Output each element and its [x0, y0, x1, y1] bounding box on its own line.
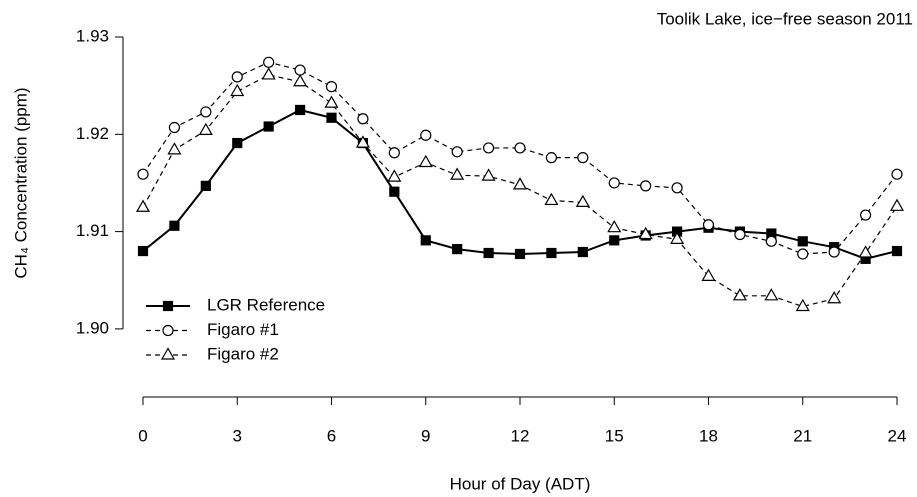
data-point: [859, 209, 872, 221]
data-point: [200, 180, 211, 191]
data-point: [640, 180, 652, 192]
x-tick-label: 0: [138, 426, 147, 445]
data-point: [702, 219, 715, 231]
data-point: [797, 236, 808, 247]
data-point: [418, 154, 433, 168]
data-point: [483, 247, 494, 259]
data-point: [701, 268, 716, 281]
data-point: [891, 168, 903, 180]
data-point: [263, 121, 274, 132]
x-axis-label: Hour of Day (ADT): [450, 474, 591, 493]
data-point: [326, 112, 337, 123]
x-tick-label: 18: [699, 426, 718, 445]
data-point: [231, 71, 243, 83]
data-point: [294, 64, 306, 76]
data-point: [230, 83, 245, 97]
data-point: [577, 152, 589, 164]
data-point: [263, 56, 275, 68]
data-point: [325, 81, 338, 93]
data-point: [261, 67, 276, 80]
y-tick-label: 1.93: [76, 26, 109, 45]
annotation: Toolik Lake, ice−free season 2011: [657, 9, 913, 28]
x-tick-label: 21: [793, 426, 812, 445]
y-axis-label: CH₄ Concentration (ppm): [11, 87, 30, 278]
data-point: [575, 194, 590, 208]
data-point: [514, 248, 526, 260]
data-point: [137, 245, 149, 257]
data-point: [609, 235, 620, 246]
data-point: [388, 147, 400, 159]
data-point: [200, 106, 212, 118]
data-point: [514, 142, 526, 154]
data-point: [671, 182, 683, 194]
data-point: [764, 288, 779, 301]
data-point: [638, 226, 653, 240]
data-point: [544, 192, 559, 206]
data-point: [546, 247, 557, 259]
y-tick-label: 1.92: [76, 124, 109, 143]
data-point: [198, 122, 213, 136]
data-point: [389, 186, 400, 197]
data-point: [135, 199, 151, 212]
data-point: [167, 142, 182, 155]
data-point: [420, 129, 432, 141]
y-tick-label: 1.90: [76, 318, 109, 337]
data-point: [858, 245, 873, 258]
data-point: [734, 228, 746, 241]
data-point: [232, 137, 243, 149]
data-point: [169, 220, 180, 231]
data-point: [357, 113, 369, 125]
data-point: [607, 219, 622, 233]
series-line: [142, 61, 898, 255]
data-point: [293, 74, 308, 87]
data-point: [732, 288, 747, 301]
data-point: [889, 198, 905, 211]
x-tick-label: 3: [233, 426, 242, 445]
data-point: [481, 168, 496, 181]
x-tick-label: 6: [327, 426, 336, 445]
data-point: [420, 235, 431, 246]
legend-label: LGR Reference: [207, 295, 325, 314]
x-tick-label: 12: [511, 426, 530, 445]
legend-marker: [160, 347, 176, 360]
data-point: [294, 104, 306, 116]
data-point: [482, 142, 495, 154]
data-point: [545, 152, 558, 164]
data-point: [608, 177, 620, 189]
x-tick-label: 9: [421, 426, 430, 445]
data-point: [387, 169, 402, 182]
data-point: [452, 244, 463, 255]
data-point: [765, 235, 777, 247]
legend-marker: [162, 324, 174, 337]
data-point: [451, 146, 463, 158]
series-line: [142, 74, 898, 308]
data-point: [450, 167, 465, 180]
data-point: [891, 245, 903, 257]
data-point: [827, 291, 842, 304]
data-point: [828, 246, 840, 258]
data-point: [577, 246, 588, 258]
y-tick-label: 1.91: [76, 221, 109, 240]
data-point: [670, 231, 685, 244]
data-point: [168, 121, 181, 134]
data-point: [137, 168, 149, 180]
x-tick-label: 24: [888, 426, 907, 445]
data-point: [795, 298, 810, 312]
data-point: [797, 248, 809, 260]
data-point: [355, 135, 370, 148]
data-point: [512, 177, 528, 190]
legend-label: Figaro #2: [207, 344, 279, 363]
legend-label: Figaro #1: [207, 320, 279, 339]
data-point: [324, 95, 339, 108]
legend-marker: [162, 300, 174, 312]
x-tick-label: 15: [605, 426, 624, 445]
